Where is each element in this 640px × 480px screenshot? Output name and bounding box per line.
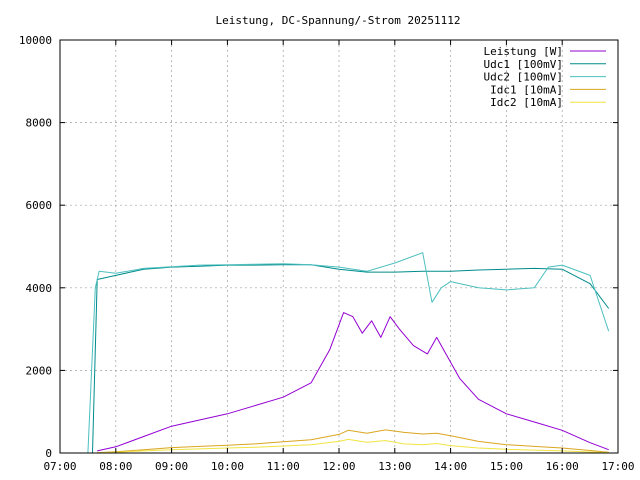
grid-lines bbox=[60, 40, 618, 453]
x-tick-label: 11:00 bbox=[267, 460, 300, 473]
x-tick-label: 08:00 bbox=[99, 460, 132, 473]
series-line-2 bbox=[92, 264, 610, 454]
y-tick-label: 0 bbox=[45, 447, 52, 460]
axes: 07:00 08:00 09:00 10:00 11:00 12:00 13:00 14:00… bbox=[19, 34, 635, 473]
legend: Leistung [W]Udc1 [100mV]Udc2 [100mV]Idc1… bbox=[484, 45, 606, 109]
series-line-4 bbox=[97, 429, 609, 454]
y-tick-label: 2000 bbox=[26, 364, 53, 377]
series-line-1 bbox=[97, 312, 609, 452]
x-tick-label: 07:00 bbox=[43, 460, 76, 473]
y-tick-label: 10000 bbox=[19, 34, 52, 47]
series-line-3 bbox=[87, 252, 610, 454]
series-line-5 bbox=[97, 438, 609, 454]
x-tick-label: 13:00 bbox=[378, 460, 411, 473]
x-tick-label: 15:00 bbox=[490, 460, 523, 473]
legend-label: Leistung [W] bbox=[484, 45, 563, 58]
plot-frame bbox=[59, 39, 619, 454]
y-tick-label: 6000 bbox=[26, 199, 53, 212]
legend-label: Udc2 [100mV] bbox=[484, 71, 563, 84]
y-tick-label: 4000 bbox=[26, 282, 53, 295]
series-layer bbox=[87, 252, 610, 454]
x-tick-label: 10:00 bbox=[211, 460, 244, 473]
chart-title: Leistung, DC-Spannung/-Strom 20251112 bbox=[215, 14, 460, 27]
x-tick-label: 12:00 bbox=[322, 460, 355, 473]
y-tick-label: 8000 bbox=[26, 117, 53, 130]
x-tick-label: 17:00 bbox=[601, 460, 634, 473]
x-tick-label: 09:00 bbox=[155, 460, 188, 473]
x-tick-label: 16:00 bbox=[546, 460, 579, 473]
legend-label: Udc1 [100mV] bbox=[484, 58, 563, 71]
x-tick-label: 14:00 bbox=[434, 460, 467, 473]
legend-label: Idc2 [10mA] bbox=[490, 96, 563, 109]
legend-label: Idc1 [10mA] bbox=[490, 83, 563, 96]
